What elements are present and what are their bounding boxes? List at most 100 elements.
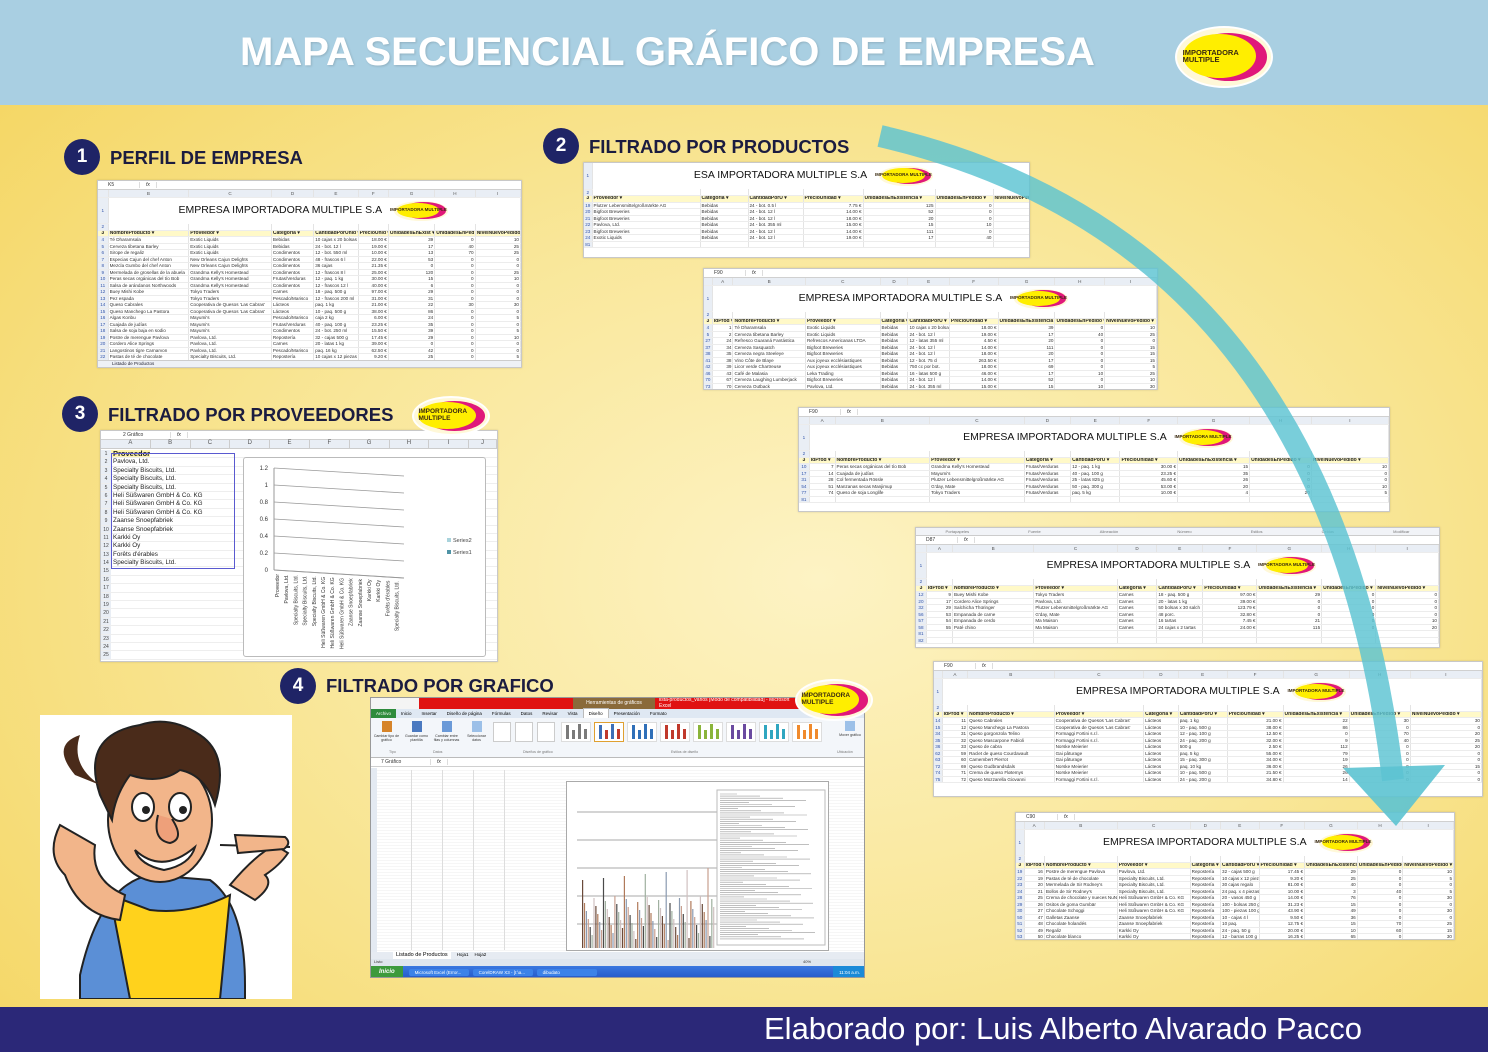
column-header[interactable]: I	[1311, 417, 1389, 425]
column-filter-header[interactable]: UnidadesEnExistencia ▾	[1304, 862, 1358, 869]
column-header[interactable]: C	[805, 278, 881, 286]
table-cell[interactable]: 12.75 €	[1259, 920, 1306, 928]
table-cell[interactable]: 0	[434, 308, 476, 315]
column-header[interactable]: G	[1304, 822, 1358, 830]
table-cell[interactable]: Pez espada	[108, 295, 190, 302]
column-header[interactable]: C	[188, 190, 272, 198]
table-cell[interactable]: 10	[1375, 617, 1439, 625]
table-cell[interactable]: 50 bolsas x 30 salch	[1156, 604, 1204, 612]
table-cell[interactable]: Cuajada de judías	[108, 321, 190, 328]
table-cell[interactable]: 49	[1304, 907, 1358, 915]
table-cell[interactable]: 0	[1402, 901, 1454, 908]
table-cell[interactable]: Cooperativa de Quesos 'Las Cabras'	[188, 308, 272, 315]
chart-area[interactable]: 1.2 1 0.8 0.6 0.4 0.2 0 Proveedor Pavlova, Ltd. S…	[243, 457, 486, 657]
table-cell[interactable]: 22.00 €	[358, 256, 389, 263]
table-cell[interactable]: 65	[1304, 933, 1358, 939]
column-header[interactable]: I	[1410, 671, 1482, 679]
table-cell[interactable]	[863, 241, 936, 248]
table-cell[interactable]: 16	[1024, 868, 1045, 876]
table-cell[interactable]: 30	[1104, 383, 1157, 389]
column-header[interactable]: D	[1190, 822, 1222, 830]
table-cell[interactable]: 19.00 €	[358, 243, 389, 250]
table-cell[interactable]: 5	[475, 314, 521, 322]
table-cell[interactable]: 47	[1024, 914, 1045, 921]
taskbar-item[interactable]: Microsoft Excel (Error...	[408, 969, 469, 976]
table-cell[interactable]: Cerveza tibetana Barley	[108, 243, 190, 250]
table-cell[interactable]: 24	[712, 337, 734, 345]
column-filter-header[interactable]: NombreProducto ▾	[732, 318, 806, 325]
table-cell[interactable]: 24 - bot. 355 ml	[748, 221, 804, 229]
column-header[interactable]: I	[429, 440, 470, 448]
table-cell[interactable]: Mermelada de grosellas de la abuela	[108, 269, 190, 276]
table-cell[interactable]: 70	[712, 383, 734, 389]
table-cell[interactable]: 12 - paq. 1 kg	[313, 275, 359, 283]
ribbon-tab[interactable]: Archivo	[371, 709, 397, 718]
cell-a[interactable]: Specialty Biscuits, Ltd.	[113, 483, 176, 491]
name-box[interactable]: 2 Gráfico	[101, 432, 171, 438]
column-header[interactable]: E	[1070, 417, 1121, 425]
table-cell[interactable]: Karkki Oy	[1117, 933, 1191, 939]
table-cell[interactable]: 31.00 €	[358, 295, 389, 302]
table-cell[interactable]: 0	[475, 340, 521, 348]
table-cell[interactable]: 72	[942, 776, 969, 783]
table-cell[interactable]: 17	[388, 243, 436, 250]
table-cell[interactable]: 25	[388, 353, 436, 360]
table-cell[interactable]: 0	[434, 327, 476, 335]
table-cell[interactable]: Bebidas	[700, 215, 749, 222]
column-header[interactable]: H	[434, 190, 476, 198]
table-cell[interactable]: 27	[1024, 907, 1045, 915]
cell-a[interactable]	[111, 593, 113, 600]
column-filter-header[interactable]: Categoria ▾	[700, 195, 749, 203]
table-cell[interactable]: Vino Côte de Blaye	[732, 357, 806, 364]
table-cell[interactable]: Condimentos	[271, 269, 315, 276]
table-cell[interactable]: 10 paq.	[1220, 920, 1260, 928]
column-filter-header[interactable]: PrecioUnidad ▾	[803, 195, 864, 203]
column-header[interactable]: G	[350, 440, 390, 448]
sheet-tab[interactable]: Listado de Productos	[393, 952, 451, 959]
table-cell[interactable]: Pavlova, Ltd.	[592, 221, 701, 229]
table-cell[interactable]: 0	[475, 347, 521, 354]
table-cell[interactable]: Condimentos	[271, 262, 315, 270]
table-cell[interactable]: 15.00 €	[803, 221, 864, 229]
table-cell[interactable]: 19	[1024, 875, 1045, 882]
table-cell[interactable]: Exotic Liquids	[188, 236, 272, 244]
table-cell[interactable]: 23.25 €	[358, 321, 389, 328]
table-cell[interactable]: Karkki Oy	[1117, 927, 1191, 934]
table-cell[interactable]: 30	[434, 301, 476, 309]
table-cell[interactable]: 38	[712, 357, 734, 364]
column-header[interactable]: E	[1178, 671, 1228, 679]
table-cell[interactable]: 21.00 €	[358, 301, 389, 309]
table-cell[interactable]: 0	[1375, 604, 1439, 612]
table-cell[interactable]: 0	[475, 288, 521, 296]
table-cell[interactable]: 15	[1410, 763, 1482, 770]
column-header[interactable]: A	[942, 671, 969, 679]
table-cell[interactable]: 48 - frascos 6 l	[313, 256, 359, 263]
cell-a[interactable]	[111, 626, 113, 633]
column-header[interactable]: A	[809, 417, 836, 425]
chart-style-option[interactable]	[561, 722, 591, 742]
column-filter-header[interactable]: Proveedor ▾	[1117, 862, 1191, 869]
table-cell[interactable]: 51	[809, 483, 836, 490]
column-header[interactable]: F	[1202, 545, 1258, 553]
column-header[interactable]: C	[1117, 822, 1191, 830]
ribbon-tab[interactable]: Insertar	[421, 711, 437, 716]
table-cell[interactable]: Pavlova, Ltd.	[188, 334, 272, 341]
table-cell[interactable]: Licor verde Chartreuse	[732, 363, 806, 371]
table-cell[interactable]	[952, 637, 1035, 644]
chart-style-option[interactable]	[726, 722, 756, 742]
name-box[interactable]: F90	[799, 409, 841, 415]
embedded-chart[interactable]	[566, 781, 829, 951]
cell-a[interactable]: Specialty Biscuits, Ltd.	[113, 559, 176, 567]
table-cell[interactable]: 31.23 €	[1259, 901, 1306, 908]
table-cell[interactable]: 24 - bot. 12 l	[313, 243, 359, 250]
table-cell[interactable]: Specialty Biscuits, Ltd.	[1117, 881, 1191, 889]
table-cell[interactable]: Condimentos	[271, 327, 315, 335]
table-cell[interactable]: Repostería	[1190, 881, 1222, 889]
column-header[interactable]: A	[1024, 822, 1045, 830]
column-header[interactable]: B	[952, 545, 1035, 553]
column-header[interactable]: H	[1357, 822, 1404, 830]
table-cell[interactable]: 0	[1357, 914, 1404, 921]
chart-layout-option[interactable]	[493, 722, 511, 742]
column-header[interactable]: E	[313, 190, 359, 198]
table-cell[interactable]: 10	[475, 236, 521, 244]
